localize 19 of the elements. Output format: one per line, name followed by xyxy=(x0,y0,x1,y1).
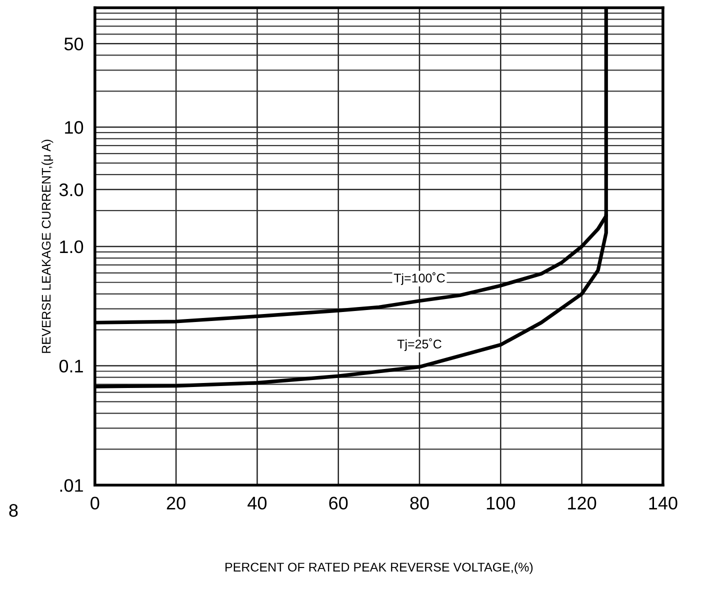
y-tick-label: 1.0 xyxy=(60,240,84,254)
x-tick-label: 120 xyxy=(568,496,596,510)
text: 8 xyxy=(9,504,18,517)
x-tick-label: 20 xyxy=(166,496,186,510)
y-tick-label: 50 xyxy=(64,38,84,50)
y-tick-label: 10 xyxy=(65,121,84,134)
y-tick-label: 0.1 xyxy=(59,360,83,373)
x-axis-title: PERCENT OF RATED PEAK REVERSE VOLTAGE,(%) xyxy=(226,562,533,574)
x-tick-label: 0 xyxy=(90,496,100,510)
x-tick-label: 100 xyxy=(486,496,515,510)
y-axis-title: REVERSE LEAKAGE CURRENT,(μ A) xyxy=(41,140,54,353)
x-tick-label: 40 xyxy=(248,496,267,510)
series-label: Tj=100˚C xyxy=(394,272,445,285)
x-tick-label: 80 xyxy=(410,496,429,510)
x-tick-label: 140 xyxy=(649,496,678,510)
y-tick-label: .01 xyxy=(60,479,83,492)
y-tick-label: 3.0 xyxy=(59,183,84,196)
x-tick-label: 60 xyxy=(329,496,348,510)
series-label: Tj=25˚C xyxy=(397,338,442,351)
